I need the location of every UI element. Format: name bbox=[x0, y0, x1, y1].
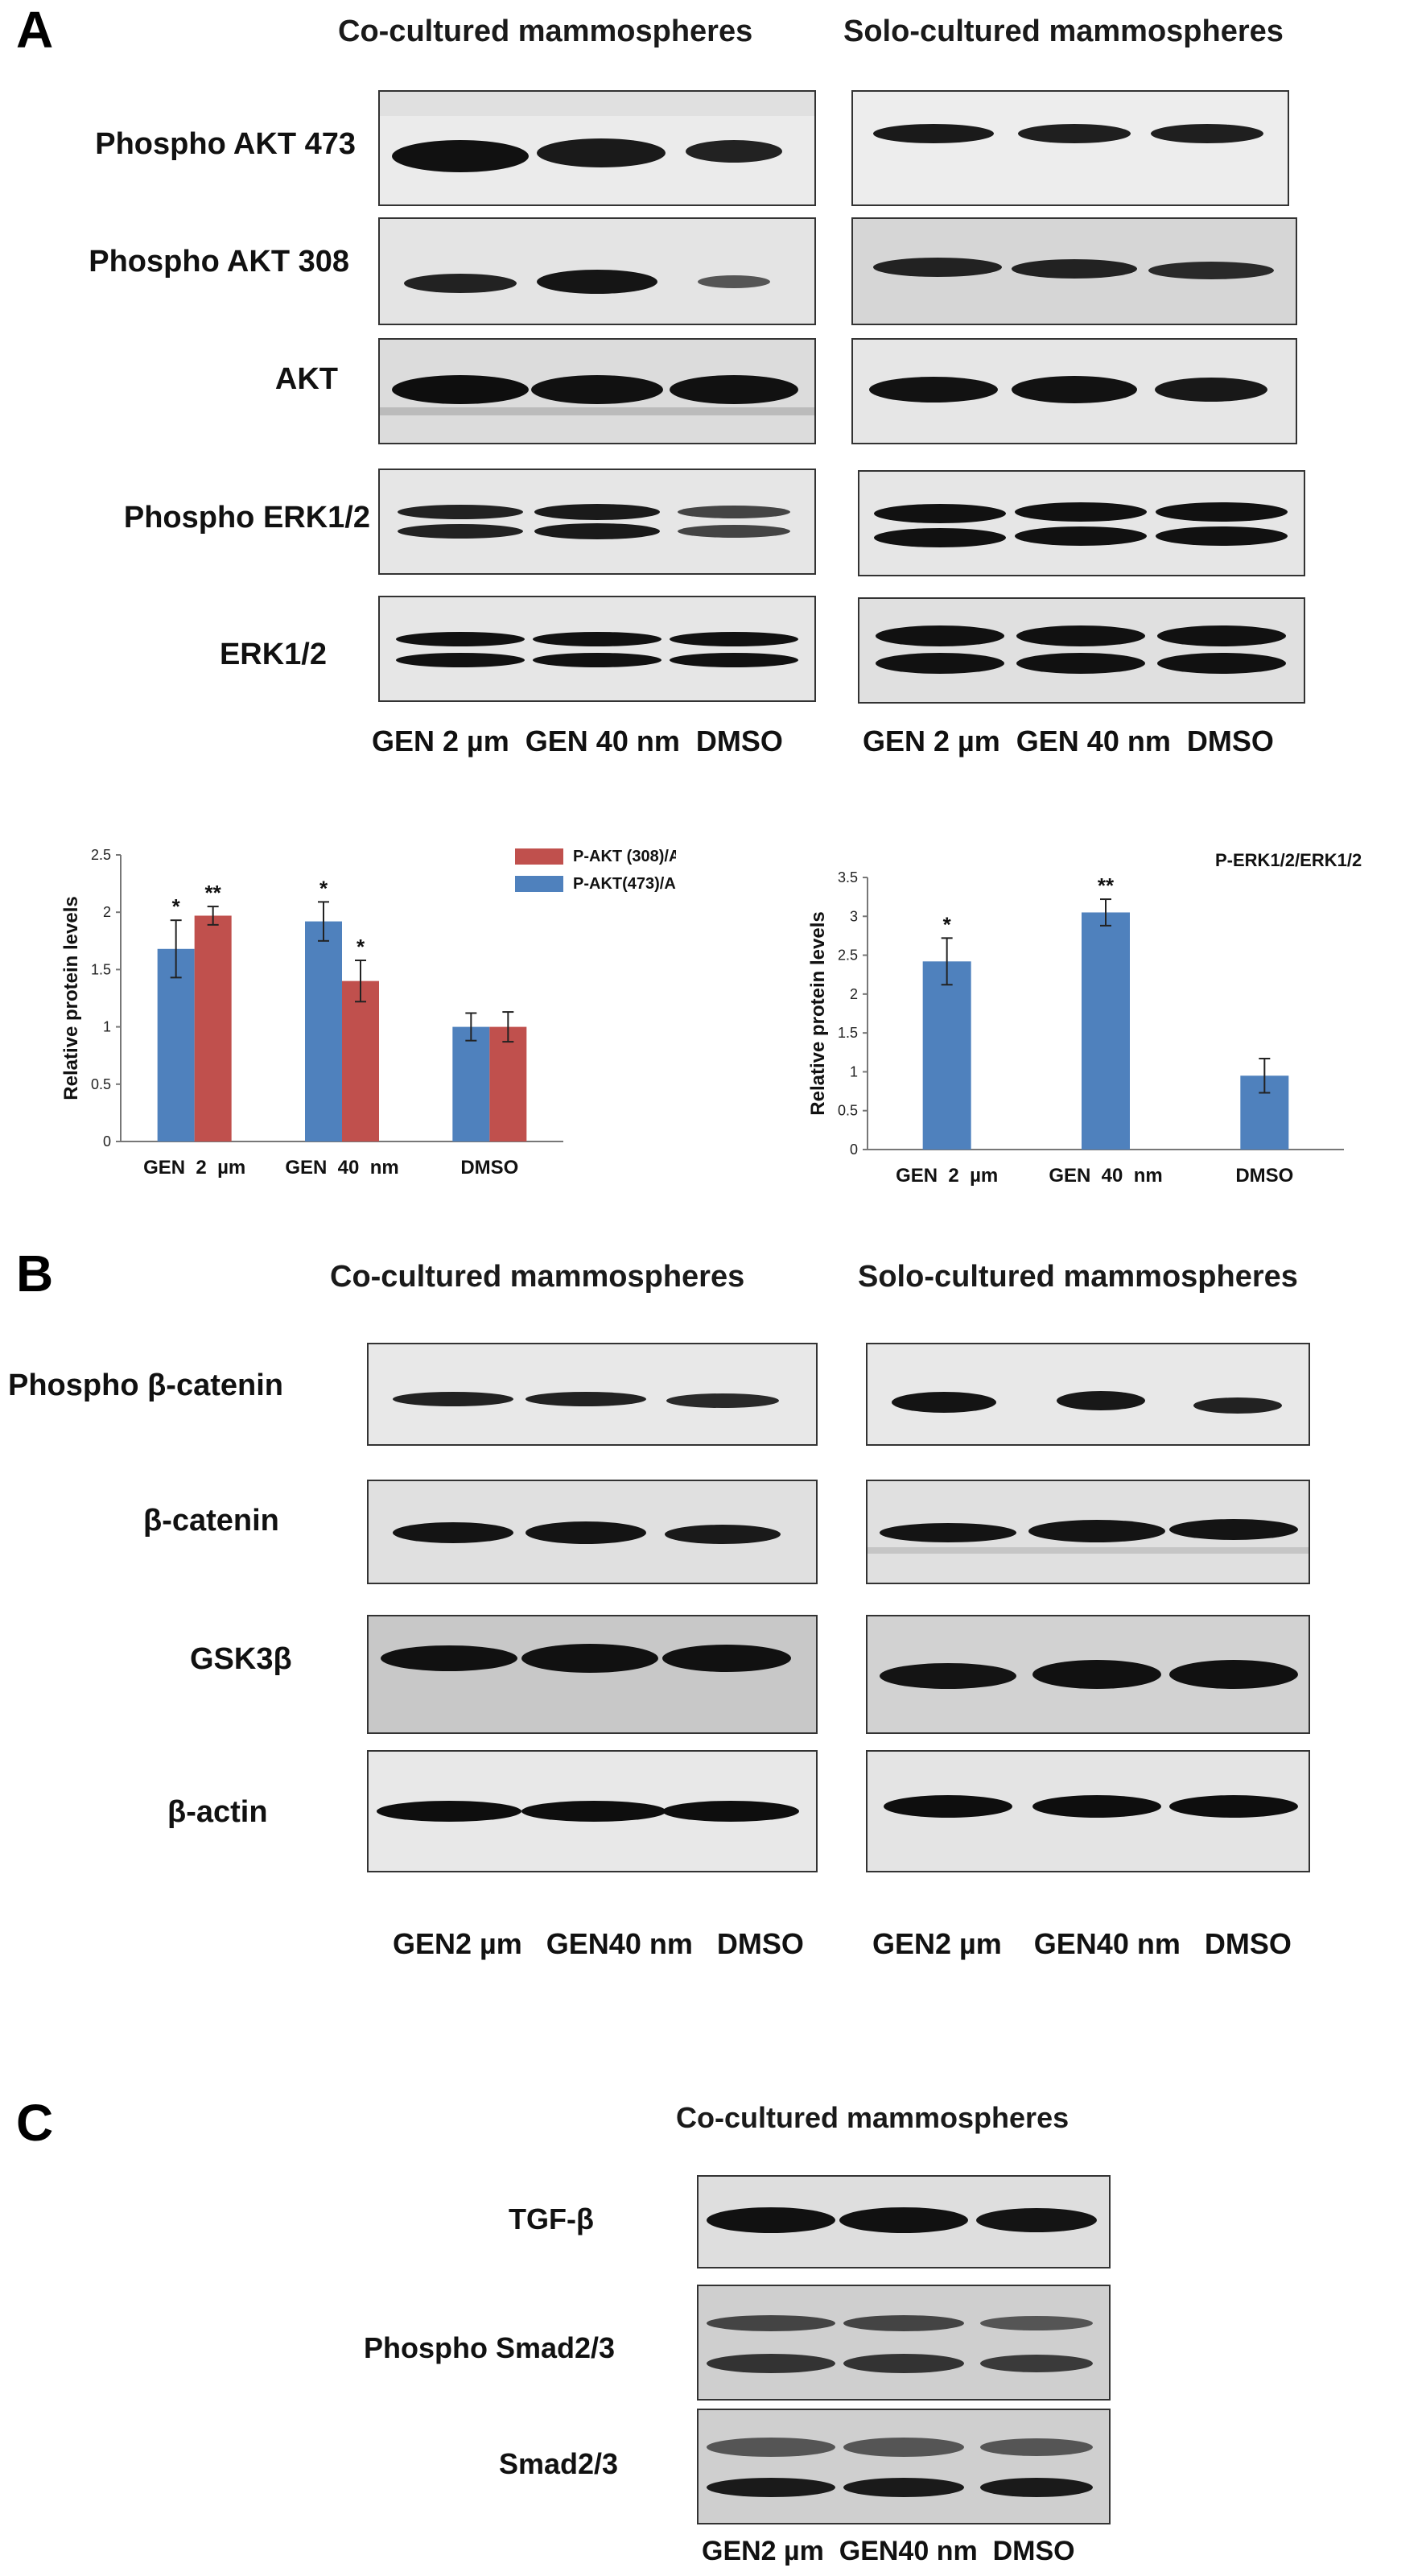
legend-label: P-AKT(473)/AKT bbox=[573, 875, 676, 893]
lane-labels-b-right: GEN2 µm GEN40 nm DMSO bbox=[872, 1927, 1292, 1960]
blot-b-right-bactin bbox=[866, 1750, 1310, 1872]
bar bbox=[1082, 912, 1130, 1150]
significance-label: ** bbox=[1098, 873, 1115, 898]
blot-b-left-pbcat bbox=[367, 1343, 818, 1446]
lane-labels-a-right: GEN 2 µm GEN 40 nm DMSO bbox=[863, 724, 1274, 758]
significance-label: * bbox=[356, 935, 365, 959]
blot-c-tgfb bbox=[697, 2175, 1111, 2268]
x-tick-label: GEN 2 µm bbox=[896, 1165, 998, 1187]
blot-b-right-gsk3b bbox=[866, 1615, 1310, 1734]
significance-label: * bbox=[319, 876, 328, 900]
row-label-smad: Smad2/3 bbox=[499, 2447, 619, 2480]
lane-labels-a-left: GEN 2 µm GEN 40 nm DMSO bbox=[372, 724, 783, 758]
blot-c-psmad bbox=[697, 2285, 1111, 2401]
panel-b-right-title: Solo-cultured mammospheres bbox=[858, 1260, 1298, 1294]
y-axis-title: Relative protein levels bbox=[60, 896, 82, 1100]
lane-labels-b-left: GEN2 µm GEN40 nm DMSO bbox=[393, 1927, 804, 1960]
y-tick-label: 0.5 bbox=[838, 1103, 858, 1119]
panel-c-title: Co-cultured mammospheres bbox=[676, 2101, 1070, 2134]
y-tick-label: 3.5 bbox=[838, 869, 858, 886]
blot-a-right-akt bbox=[851, 338, 1297, 444]
row-label-phospho-akt-308: Phospho AKT 308 bbox=[89, 245, 349, 279]
panel-c-letter: C bbox=[16, 2094, 54, 2152]
panel-b-left-title: Co-cultured mammospheres bbox=[330, 1260, 745, 1294]
x-tick-label: GEN 40 nm bbox=[1049, 1165, 1162, 1187]
y-tick-label: 0 bbox=[103, 1133, 111, 1150]
bar bbox=[489, 1026, 527, 1141]
y-tick-label: 2 bbox=[103, 904, 111, 920]
chart-p-erk: 0 0.5 1 1.5 2 2.5 3 3.5 Relative protein levels *… bbox=[807, 850, 1362, 1187]
significance-label: * bbox=[172, 894, 181, 919]
blot-a-right-erk bbox=[858, 597, 1305, 704]
blot-a-right-pakt308 bbox=[851, 217, 1297, 325]
bar bbox=[194, 915, 232, 1141]
row-label-beta-actin: β-actin bbox=[167, 1795, 268, 1829]
blot-b-left-bcat bbox=[367, 1480, 818, 1584]
significance-label: ** bbox=[205, 881, 222, 905]
row-label-phospho-akt-473: Phospho AKT 473 bbox=[95, 127, 356, 161]
bar bbox=[342, 980, 379, 1141]
x-tick-label: DMSO bbox=[460, 1157, 518, 1179]
y-tick-label: 3 bbox=[850, 908, 858, 924]
blot-a-left-pakt473 bbox=[378, 90, 816, 206]
panel-b-letter: B bbox=[16, 1245, 54, 1302]
lane-labels-c: GEN2 µm GEN40 nm DMSO bbox=[702, 2536, 1075, 2566]
significance-label: * bbox=[943, 912, 952, 936]
blot-c-smad bbox=[697, 2409, 1111, 2524]
y-tick-label: 1.5 bbox=[838, 1025, 858, 1041]
blot-b-left-gsk3b bbox=[367, 1615, 818, 1734]
y-tick-label: 2.5 bbox=[838, 947, 858, 964]
y-tick-label: 2 bbox=[850, 986, 858, 1002]
y-axis-title: Relative protein levels bbox=[807, 911, 829, 1115]
blot-a-right-perk bbox=[858, 470, 1305, 576]
blot-b-right-pbcat bbox=[866, 1343, 1310, 1446]
bar bbox=[452, 1026, 490, 1141]
legend-label: P-AKT (308)/AKT bbox=[573, 848, 676, 865]
bar bbox=[922, 961, 971, 1150]
bar bbox=[305, 921, 342, 1141]
row-label-phospho-erk: Phospho ERK1/2 bbox=[123, 501, 370, 535]
y-tick-label: 1 bbox=[850, 1063, 858, 1080]
row-label-phospho-smad: Phospho Smad2/3 bbox=[364, 2331, 616, 2364]
blot-a-left-pakt308 bbox=[378, 217, 816, 325]
row-label-erk: ERK1/2 bbox=[219, 638, 327, 671]
blot-a-left-akt bbox=[378, 338, 816, 444]
row-label-tgf-beta: TGF-β bbox=[509, 2202, 594, 2235]
y-tick-label: 2.5 bbox=[91, 847, 111, 863]
y-tick-label: 0.5 bbox=[91, 1076, 111, 1092]
legend-label: P-ERK1/2/ERK1/2 bbox=[1215, 850, 1362, 870]
y-tick-label: 0 bbox=[850, 1141, 858, 1158]
legend-swatch bbox=[515, 848, 563, 865]
legend-swatch bbox=[515, 876, 563, 892]
row-label-gsk3b: GSK3β bbox=[190, 1642, 292, 1676]
panel-a-letter: A bbox=[16, 1, 54, 59]
blot-b-right-bcat bbox=[866, 1480, 1310, 1584]
panel-a-right-title: Solo-cultured mammospheres bbox=[843, 14, 1284, 48]
row-label-akt: AKT bbox=[274, 362, 338, 396]
y-tick-label: 1 bbox=[103, 1019, 111, 1035]
blot-b-left-bactin bbox=[367, 1750, 818, 1872]
y-tick-label: 1.5 bbox=[91, 961, 111, 977]
x-tick-label: GEN 2 µm bbox=[143, 1157, 245, 1179]
blot-a-left-perk bbox=[378, 469, 816, 575]
blot-a-left-erk bbox=[378, 596, 816, 702]
bar bbox=[157, 948, 195, 1141]
x-tick-label: DMSO bbox=[1235, 1165, 1293, 1187]
x-tick-label: GEN 40 nm bbox=[285, 1157, 398, 1179]
row-label-phospho-beta-catenin: Phospho β-catenin bbox=[8, 1368, 283, 1402]
blot-a-right-pakt473 bbox=[851, 90, 1289, 206]
panel-a-left-title: Co-cultured mammospheres bbox=[338, 14, 753, 48]
row-label-beta-catenin: β-catenin bbox=[143, 1504, 279, 1538]
